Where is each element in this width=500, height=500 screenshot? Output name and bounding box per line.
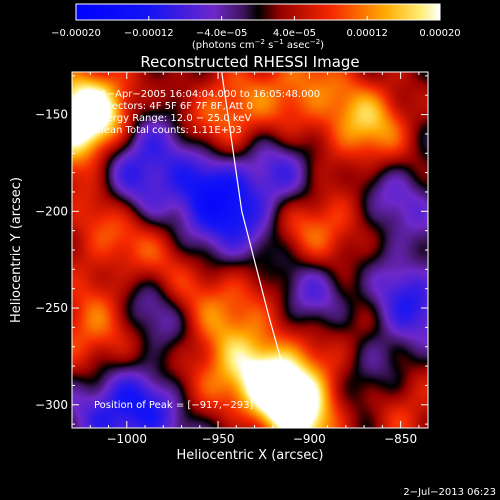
colorbar-tick-label: −0.00020: [51, 28, 101, 39]
peak-marker-group: [276, 389, 280, 393]
x-axis-title: Heliocentric X (arcsec): [177, 448, 324, 463]
limb-line-group: [221, 71, 301, 429]
annotation-line-1: 16−Apr−2005 16:04:04.000 to 16:05:48.000: [94, 89, 320, 100]
colorbar-units: (photons cm−2 s−1 asec−2): [192, 38, 324, 51]
y-tick-label: −150: [35, 108, 68, 122]
heatmap-image: [72, 72, 428, 428]
units-prefix: (photons cm: [192, 40, 255, 51]
annotation-block: 16−Apr−2005 16:04:04.000 to 16:05:48.000…: [94, 89, 320, 136]
colorbar-tick-label: −0.00012: [124, 28, 174, 39]
colorbar-gradient: [76, 4, 440, 20]
x-axis-ticks: [71, 72, 420, 428]
units-mid2: asec: [284, 40, 310, 51]
y-axis-ticks: [72, 75, 428, 425]
annotation-line-4: Clean Total counts: 1.11E+03: [94, 125, 242, 136]
colorbar-tick-label: 0.00012: [347, 28, 388, 39]
y-tick-label: −200: [35, 204, 68, 218]
units-exp1: −2: [255, 38, 265, 46]
x-tick-label: −950: [202, 432, 235, 446]
x-tick-label: −900: [293, 432, 326, 446]
y-tick-label: −300: [35, 398, 68, 412]
y-tick-label: −250: [35, 301, 68, 315]
x-tick-label: −1000: [106, 432, 147, 446]
colorbar-tick-label: 0.00020: [419, 28, 460, 39]
colorbar-ticks: [75, 16, 441, 20]
peak-position-label: Position of Peak = [−917,−293]: [94, 400, 253, 411]
units-exp3: −2: [310, 38, 320, 46]
footer-timestamp: 2−Jul−2013 06:23: [403, 487, 496, 498]
y-axis-tick-labels: −300 −250 −200 −150: [35, 108, 68, 412]
colorbar-tick-label: 4.0e−05: [273, 28, 316, 39]
peak-marker: [276, 389, 280, 393]
x-axis-tick-labels: −1000 −950 −900 −850: [106, 432, 417, 446]
solar-limb-line: [221, 71, 301, 429]
colorbar-frame: [75, 3, 441, 21]
x-tick-label: −850: [384, 432, 417, 446]
annotation-line-2: Detectors: 4F 5F 6F 7F 8F, Att 0: [94, 101, 253, 112]
units-suffix: ): [320, 40, 324, 51]
colorbar-tick-labels: −0.00020 −0.00012 −4.0e−05 4.0e−05 0.00012 0.…: [51, 28, 461, 39]
units-mid: s: [265, 40, 273, 51]
colorbar-tick-label: −4.0e−05: [196, 28, 248, 39]
units-exp2: −1: [273, 38, 283, 46]
chart-title: Reconstructed RHESSI Image: [140, 53, 359, 71]
y-axis-title: Heliocentric Y (arcsec): [9, 177, 24, 323]
annotation-line-3: Energy Range: 12.0 − 25.0 keV: [94, 113, 251, 124]
